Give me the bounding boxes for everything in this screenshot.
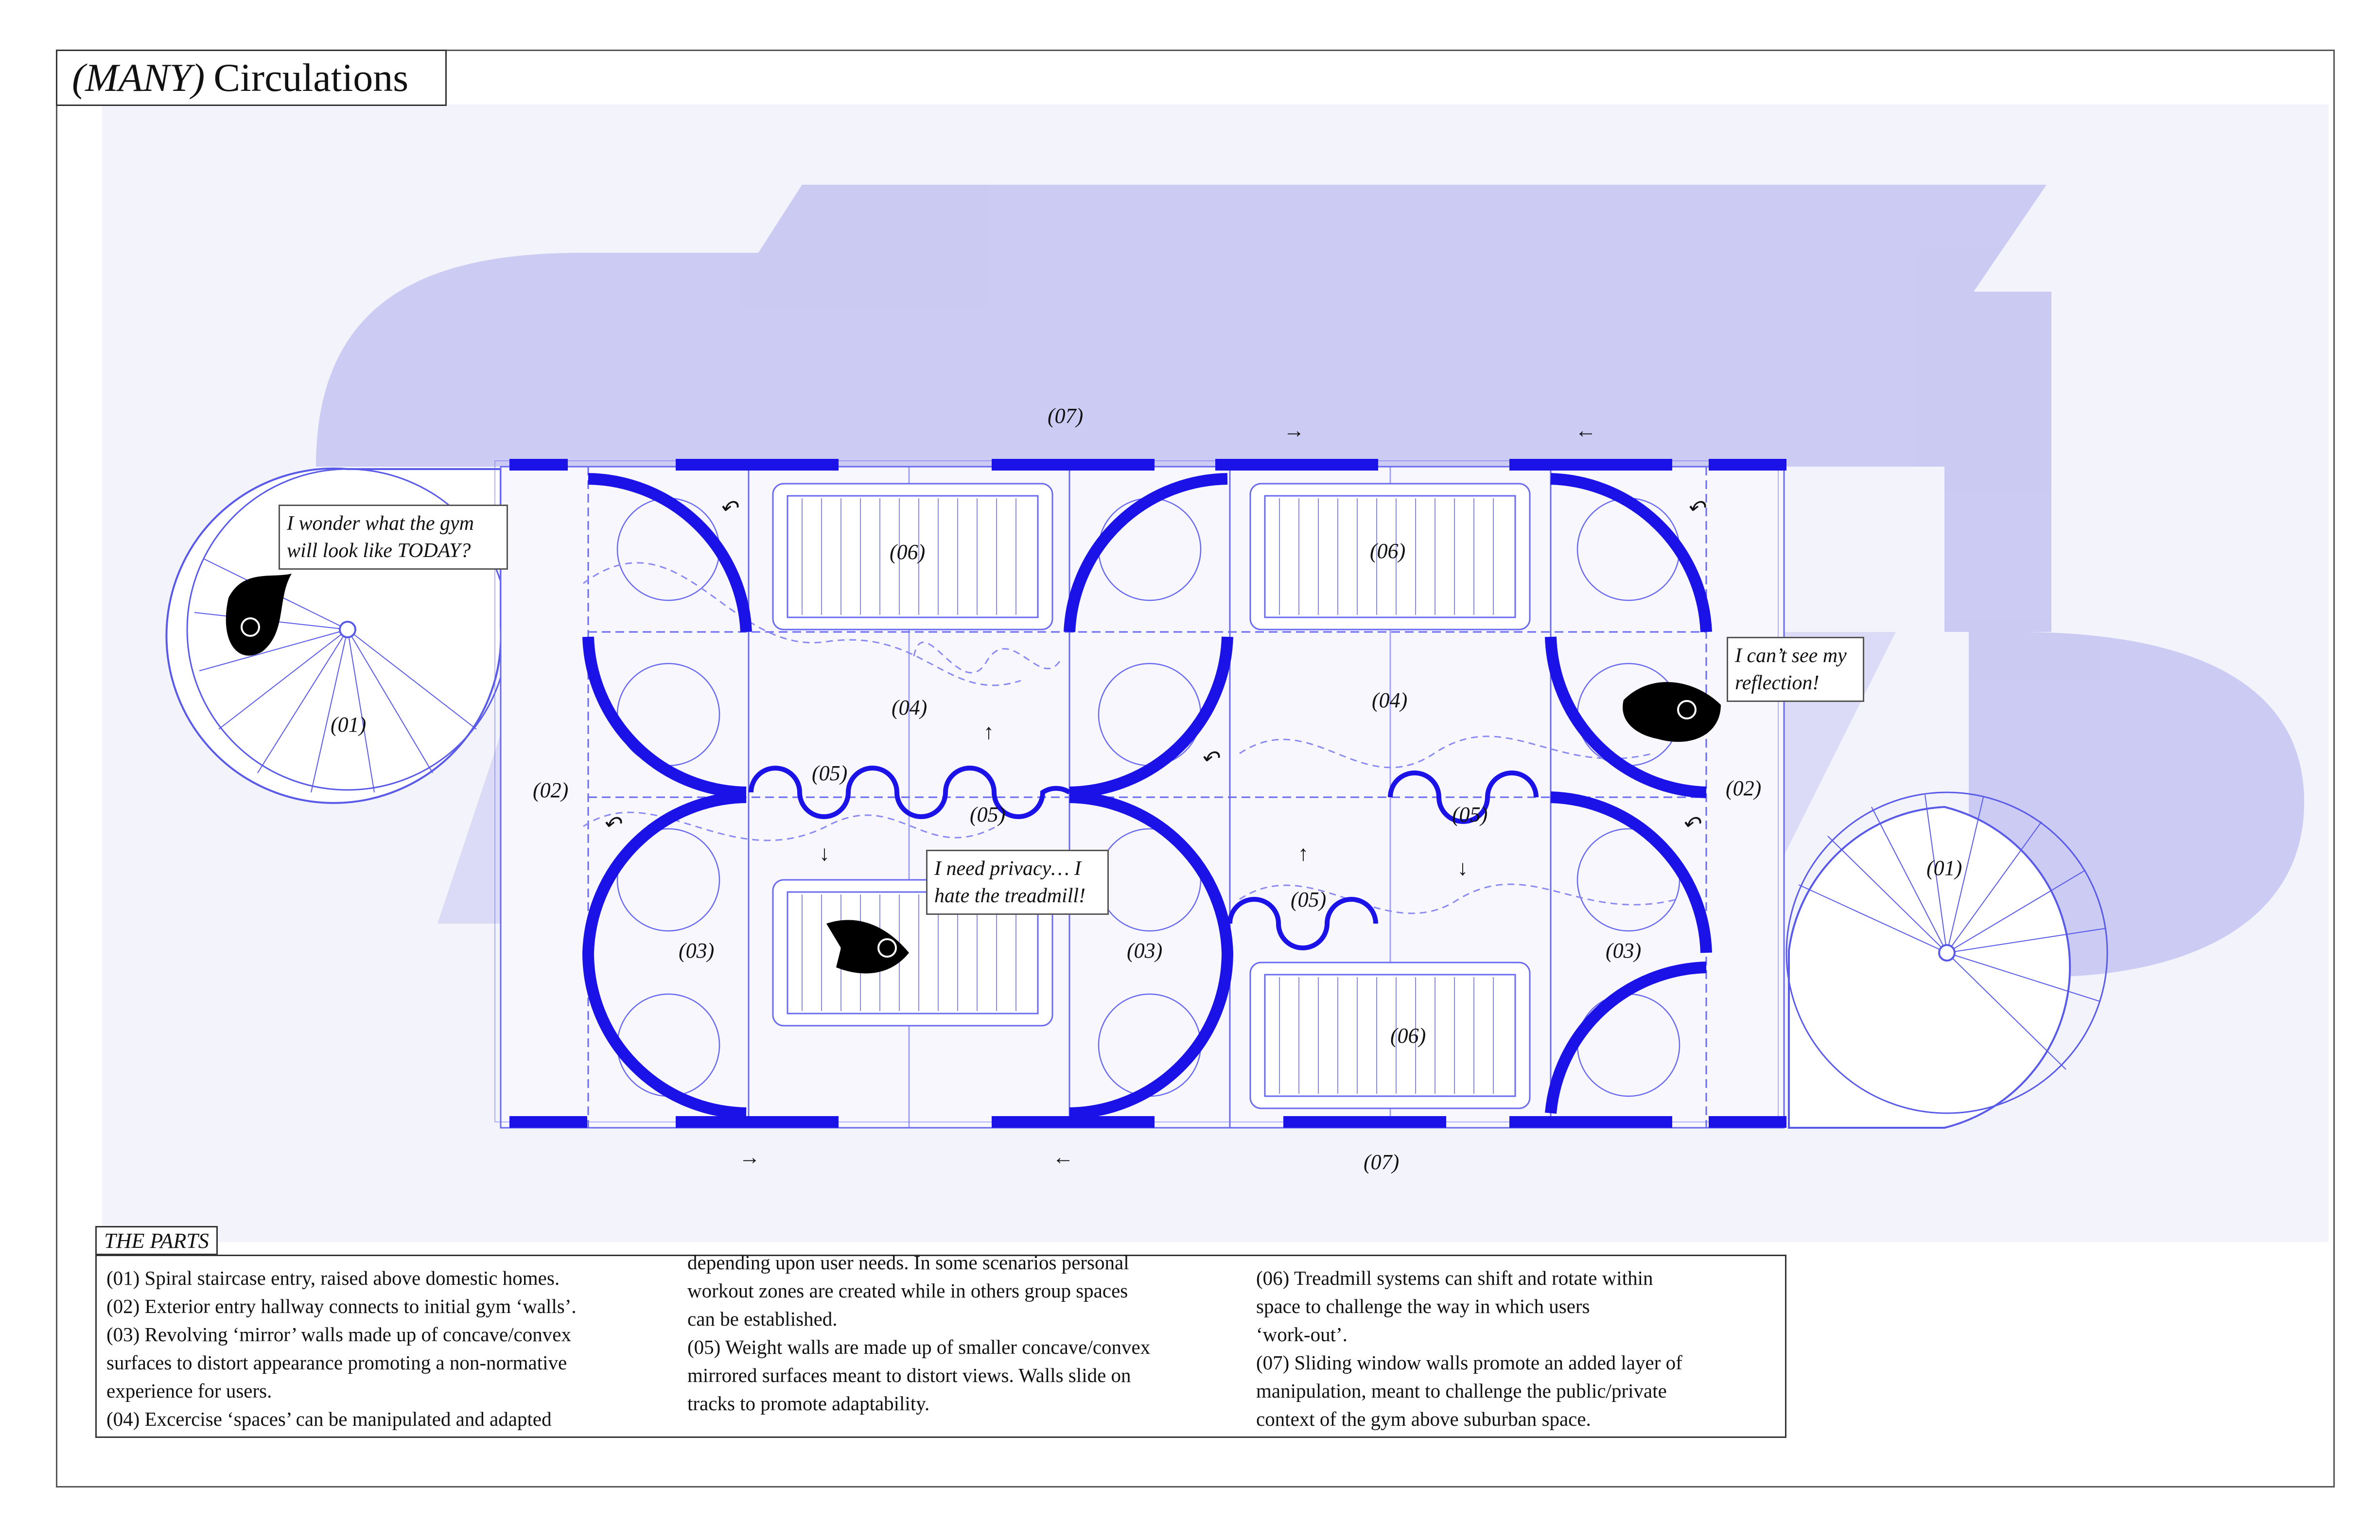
title-text: Circulations: [213, 55, 409, 100]
label-hall-right: (02): [1726, 776, 1761, 800]
arrow-curve-e: ↶: [1201, 747, 1220, 770]
page-title: (MANY) Circulations: [56, 50, 447, 106]
label-stair-right: (01): [1926, 856, 1962, 880]
arrow-up-b: ↑: [1298, 841, 1309, 865]
figure-left: [226, 574, 292, 656]
treadmills: [772, 483, 1531, 1109]
arrow-curve-b: ↶: [1687, 496, 1706, 520]
label-mirror-a: (03): [679, 939, 714, 962]
mirror-walls: [582, 473, 1712, 1119]
label-tread-a: (06): [890, 540, 925, 564]
label-window-top: (07): [1048, 404, 1083, 428]
arrow-down-a: ↓: [819, 841, 830, 865]
window-walls: [509, 459, 1786, 1128]
figure-middle: [826, 920, 909, 974]
label-space-a: (04): [892, 696, 927, 719]
weight-walls: [749, 766, 1539, 950]
arrow-curve-d: ↶: [1682, 812, 1701, 836]
label-window-bottom: (07): [1364, 1150, 1399, 1174]
bubble-middle-line2: hate the treadmill!: [934, 885, 1086, 907]
label-weight-d: (05): [1291, 888, 1326, 911]
label-mirror-b: (03): [1127, 939, 1162, 962]
parts-legend: (01) Spiral staircase entry, raised abov…: [95, 1251, 1786, 1438]
label-hall-left: (02): [533, 778, 568, 802]
label-tread-b: (06): [1370, 539, 1405, 563]
flow-arrows: → ← → ← ↑ ↑ ↓ ↓ ↶ ↶ ↶ ↶ ↶: [603, 419, 1706, 1169]
arrow-curve-c: ↶: [603, 812, 622, 836]
arrow-bottom-left: ←: [1052, 1145, 1074, 1169]
figure-right: [1623, 682, 1721, 742]
label-stair-left: (01): [331, 713, 366, 736]
treadmill-c: [772, 879, 1053, 1027]
parts-heading: THE PARTS: [95, 1226, 218, 1255]
drawing-frame: [56, 50, 2335, 1488]
circulation-paths: [583, 562, 1678, 914]
treadmill-d: [1249, 962, 1531, 1109]
title-emphasis: (MANY): [72, 55, 205, 100]
label-tread-c: (06): [1390, 1024, 1426, 1048]
bubble-middle-line1: I need privacy… I: [934, 858, 1082, 880]
spiral-stair-right: [1785, 791, 2108, 1129]
parts-column-2: depending upon user needs. In some scena…: [687, 1251, 1151, 1415]
treadmill-b: [1249, 483, 1531, 630]
bubble-left-line1: I wonder what the gym: [287, 512, 474, 535]
parts-column-3: (06) Treadmill systems can shift and rot…: [1256, 1267, 1682, 1430]
parts-column-1: (01) Spiral staircase entry, raised abov…: [106, 1267, 577, 1430]
speech-bubble-middle: I need privacy… I hate the treadmill!: [926, 850, 1109, 915]
label-weight-b: (05): [970, 803, 1005, 826]
arrow-top-left: ←: [1575, 419, 1596, 442]
speech-bubble-left: I wonder what the gym will look like TOD…: [279, 505, 508, 570]
arrow-down-b: ↓: [1457, 856, 1468, 880]
label-weight-c: (05): [1452, 803, 1488, 826]
arrow-curve-a: ↶: [719, 496, 739, 520]
bubble-left-line2: will look like TODAY?: [287, 540, 471, 562]
label-mirror-c: (03): [1606, 939, 1641, 962]
arrow-up-a: ↑: [983, 720, 994, 744]
label-weight-a: (05): [812, 761, 847, 785]
label-space-b: (04): [1372, 688, 1407, 712]
user-figures: [226, 574, 1721, 974]
speech-bubble-right: I can’t see my reflection!: [1727, 637, 1864, 702]
bubble-right-line2: reflection!: [1735, 672, 1820, 694]
bubble-right-line1: I can’t see my: [1735, 645, 1847, 667]
arrow-top-right: →: [1283, 419, 1305, 442]
treadmill-a: [772, 483, 1053, 630]
arrow-bottom-right: →: [739, 1145, 760, 1169]
plan-labels: (01) (01) (02) (02) (03) (03) (03) (04) …: [331, 404, 1962, 1174]
